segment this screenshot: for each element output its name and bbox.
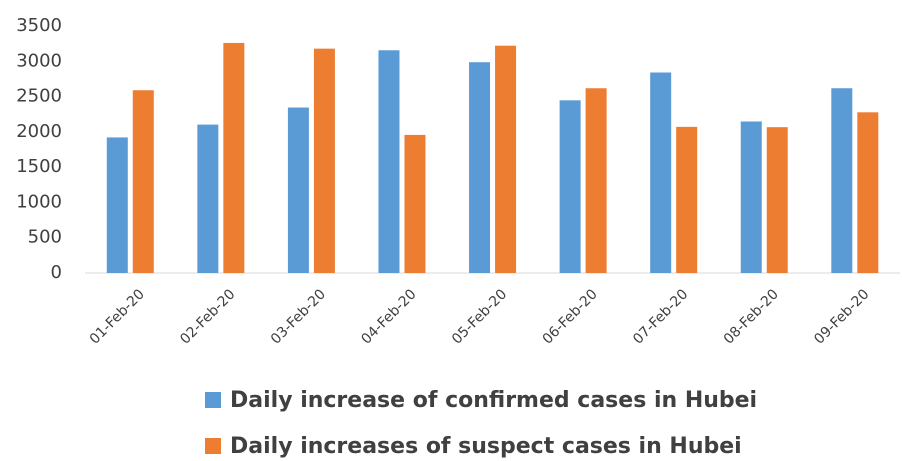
x-tick-label: 03-Feb-20 xyxy=(268,286,329,347)
x-tick-label: 08-Feb-20 xyxy=(721,286,782,347)
bar xyxy=(831,88,853,273)
x-tick-label: 07-Feb-20 xyxy=(630,286,691,347)
y-tick-label: 0 xyxy=(51,262,62,283)
legend-label: Daily increase of confirmed cases in Hub… xyxy=(230,388,757,413)
bar xyxy=(495,45,517,274)
y-tick-label: 500 xyxy=(28,227,62,248)
x-tick-label: 09-Feb-20 xyxy=(811,286,872,347)
bar xyxy=(404,134,426,273)
bar xyxy=(197,124,219,273)
y-tick-label: 2000 xyxy=(16,121,62,142)
bar xyxy=(313,48,335,273)
y-tick-label: 3000 xyxy=(16,50,62,71)
bar xyxy=(223,42,245,274)
bar xyxy=(378,50,400,273)
bar xyxy=(740,121,762,273)
bar xyxy=(585,88,607,273)
bar xyxy=(469,62,491,274)
x-tick-label: 04-Feb-20 xyxy=(358,286,419,347)
bar xyxy=(650,72,672,274)
legend-swatch xyxy=(205,438,221,454)
y-tick-label: 3500 xyxy=(16,15,62,36)
legend-swatch xyxy=(205,392,221,408)
bar xyxy=(559,100,581,274)
bar xyxy=(106,137,128,273)
bar xyxy=(676,126,698,273)
y-tick-label: 1500 xyxy=(16,156,62,177)
bar xyxy=(857,112,879,273)
y-tick-label: 1000 xyxy=(16,191,62,212)
legend-label: Daily increases of suspect cases in Hube… xyxy=(230,434,742,459)
x-tick-label: 05-Feb-20 xyxy=(449,286,510,347)
x-tick-label: 02-Feb-20 xyxy=(177,286,238,347)
bar xyxy=(287,107,309,273)
bar xyxy=(132,90,154,273)
y-tick-label: 2500 xyxy=(16,86,62,107)
x-tick-label: 06-Feb-20 xyxy=(540,286,601,347)
bar xyxy=(766,127,788,273)
x-tick-label: 01-Feb-20 xyxy=(87,286,148,347)
